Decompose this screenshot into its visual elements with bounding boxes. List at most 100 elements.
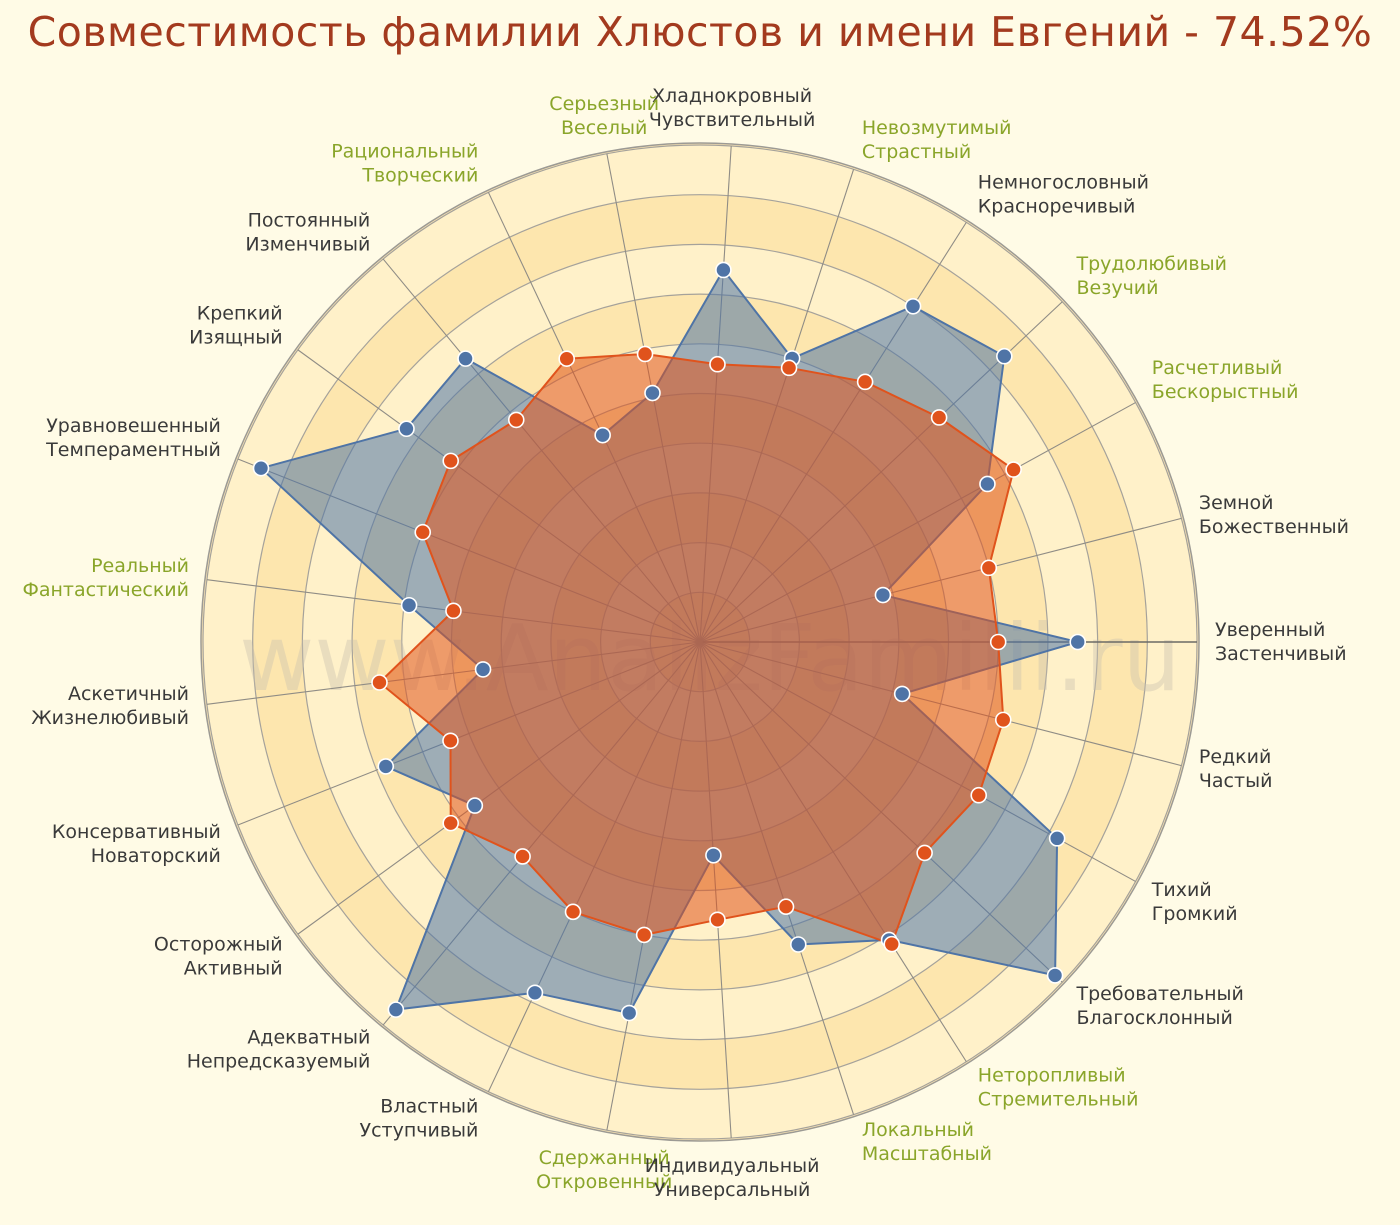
axis-label-bottom: Темпераментный	[45, 439, 221, 461]
series-point-1	[970, 786, 988, 804]
axis-label-top: Реальный	[91, 555, 189, 577]
axis-label-top: Консервативный	[52, 821, 221, 843]
series-point-0	[644, 384, 661, 402]
axis-label-bottom: Благосклонный	[1077, 1007, 1233, 1029]
axis-label-bottom: Везучий	[1077, 277, 1159, 299]
chart-title: Совместимость фамилии Хлюстов и имени Ев…	[27, 8, 1373, 56]
axis-label-top: Уравновешенный	[46, 415, 221, 437]
axis-label-top: Постоянный	[248, 209, 371, 231]
series-point-1	[442, 452, 460, 470]
axis-label-bottom: Масштабный	[862, 1143, 992, 1165]
series-point-1	[442, 732, 459, 750]
axis-label-bottom: Застенчивый	[1215, 643, 1347, 665]
series-point-1	[777, 898, 795, 915]
axis-label-top: Трудолюбивый	[1076, 253, 1227, 275]
series-point-1	[507, 411, 525, 429]
axis-label-bottom: Божественный	[1199, 516, 1349, 538]
series-point-0	[398, 420, 415, 438]
axis-label-top: Немногословный	[978, 172, 1149, 194]
series-point-1	[916, 844, 933, 862]
axis-label-top: Хладнокровный	[652, 85, 812, 107]
series-point-1	[371, 674, 388, 691]
axis-label: Уверенный Застенчивый	[1215, 619, 1347, 665]
series-point-0	[387, 1001, 405, 1018]
series-point-0	[457, 350, 474, 367]
axis-label-bottom: Уступчивый	[360, 1119, 479, 1141]
axis-label-bottom: Изящный	[189, 327, 282, 349]
axis-label-bottom: Веселый	[561, 117, 647, 139]
series-point-0	[789, 936, 807, 953]
radar-series-areas	[260, 269, 1079, 1014]
axis-label-bottom: Новаторский	[91, 845, 221, 867]
series-point-0	[874, 586, 892, 604]
series-point-0	[1069, 633, 1087, 651]
series-point-0	[904, 297, 922, 315]
axis-label: Уравновешенный Темпераментный	[45, 415, 221, 461]
series-point-1	[1005, 461, 1022, 478]
axis-label-bottom: Красноречивый	[978, 196, 1136, 218]
axis-label-top: Требовательный	[1076, 983, 1244, 1005]
axis-label-top: Серьезный	[549, 93, 659, 115]
series-point-0	[594, 426, 611, 444]
axis-label-top: Неторопливый	[978, 1065, 1126, 1087]
axis-label-top: Невозмутимый	[862, 117, 1012, 139]
axis-labels: Уверенный Застенчивый Земной Божественный Ра…	[22, 85, 1348, 1201]
axis-label-bottom: Изменчивый	[245, 233, 370, 255]
series-point-1	[442, 814, 460, 832]
axis-label: Адекватный Непредсказуемый	[187, 1027, 371, 1073]
series-area-1	[378, 353, 1015, 946]
series-point-1	[709, 355, 726, 373]
axis-label: Земной Божественный	[1199, 492, 1349, 538]
axis-label-bottom: Непредсказуемый	[187, 1051, 371, 1073]
series-point-1	[709, 911, 726, 929]
axis-label: Крепкий Изящный	[189, 303, 282, 349]
axis-label: Осторожный Активный	[154, 933, 283, 979]
axis-label-top: Локальный	[862, 1119, 974, 1141]
axis-label-bottom: Активный	[184, 957, 283, 979]
axis-label-top: Редкий	[1199, 746, 1271, 768]
series-point-1	[989, 633, 1007, 651]
axis-label: Сдержанный Откровенный	[536, 1147, 672, 1193]
series-point-0	[893, 685, 911, 703]
series-point-1	[414, 523, 432, 541]
axis-label: Локальный Масштабный	[862, 1119, 992, 1165]
series-point-0	[466, 797, 484, 814]
series-point-0	[1046, 967, 1064, 984]
axis-label: Немногословный Красноречивый	[978, 172, 1149, 218]
axis-label: Реальный Фантастический	[22, 555, 189, 601]
axis-label-bottom: Жизнелюбивый	[31, 707, 189, 729]
axis-label-top: Расчетливый	[1152, 357, 1283, 379]
series-point-1	[558, 350, 575, 367]
series-point-0	[1048, 830, 1066, 847]
series-point-1	[980, 559, 998, 577]
axis-label-bottom: Бескорыстный	[1152, 381, 1299, 403]
axis-label-top: Крепкий	[197, 303, 283, 325]
axis-label: Тихий Громкий	[1151, 879, 1238, 925]
series-point-1	[994, 711, 1012, 729]
axis-label-top: Осторожный	[154, 933, 283, 955]
series-point-0	[715, 261, 732, 279]
series-point-0	[252, 459, 270, 477]
series-point-1	[635, 926, 653, 944]
axis-label-bottom: Страстный	[862, 141, 971, 163]
axis-label-bottom: Громкий	[1152, 903, 1238, 925]
axis-label: Рациональный Творческий	[331, 141, 478, 187]
axis-label: Консервативный Новаторский	[52, 821, 221, 867]
series-point-0	[705, 846, 722, 864]
axis-label-bottom: Универсальный	[654, 1179, 811, 1201]
series-point-1	[514, 848, 531, 865]
axis-label: Требовательный Благосклонный	[1076, 983, 1244, 1029]
axis-label: Невозмутимый Страстный	[862, 117, 1012, 163]
axis-label-bottom: Чувствительный	[649, 109, 815, 131]
axis-label: Редкий Частый	[1199, 746, 1273, 792]
series-point-0	[620, 1004, 638, 1022]
axis-label: Расчетливый Бескорыстный	[1152, 357, 1299, 403]
series-point-0	[474, 661, 492, 678]
axis-label: Серьезный Веселый	[549, 93, 659, 139]
axis-label-bottom: Творческий	[361, 165, 478, 187]
axis-label: Индивидуальный Универсальный	[645, 1155, 820, 1201]
axis-label-top: Земной	[1199, 492, 1274, 514]
series-point-1	[445, 602, 462, 620]
axis-label-top: Рациональный	[331, 141, 478, 163]
